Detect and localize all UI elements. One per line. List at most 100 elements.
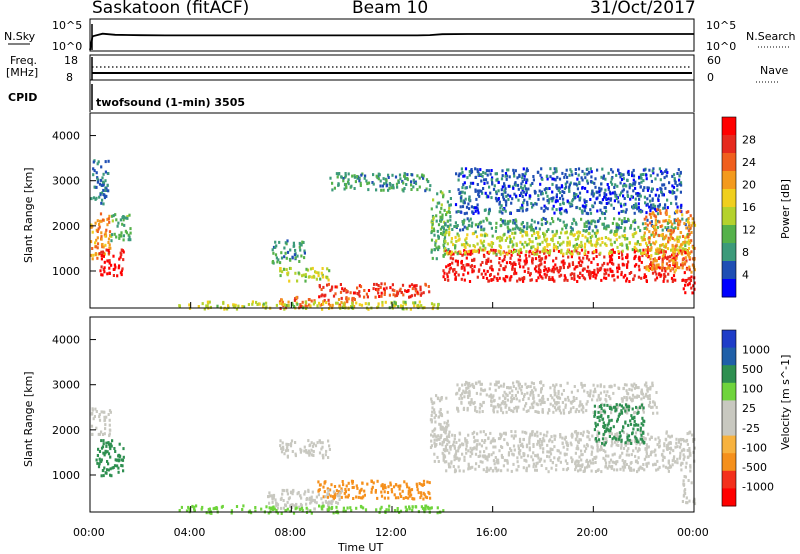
- scatter-cell: [449, 203, 452, 207]
- scatter-cell: [514, 430, 517, 434]
- scatter-cell: [511, 197, 514, 201]
- scatter-cell: [108, 259, 111, 263]
- colorbar-tick-label: 8: [742, 246, 749, 259]
- scatter-cell: [267, 495, 270, 499]
- scatter-cell: [459, 199, 463, 203]
- scatter-cell: [281, 488, 284, 492]
- scatter-cell: [555, 383, 558, 387]
- scatter-cell: [671, 249, 675, 253]
- scatter-cell: [495, 226, 498, 230]
- scatter-cell: [389, 483, 392, 487]
- scatter-cell: [634, 204, 637, 208]
- scatter-cell: [550, 269, 553, 273]
- scatter-cell: [530, 218, 534, 222]
- scatter-cell: [113, 263, 116, 267]
- scatter-cell: [568, 187, 571, 191]
- scatter-cell: [305, 506, 308, 510]
- scatter-cell: [535, 269, 538, 273]
- scatter-cell: [612, 262, 615, 266]
- scatter-cell: [105, 415, 108, 419]
- scatter-cell: [327, 439, 330, 443]
- scatter-cell: [574, 196, 577, 199]
- scatter-cell: [272, 245, 276, 249]
- scatter-cell: [573, 272, 576, 276]
- scatter-cell: [347, 178, 350, 182]
- scatter-cell: [568, 251, 572, 254]
- scatter-cell: [293, 298, 296, 302]
- scatter-cell: [444, 444, 447, 448]
- scatter-cell: [593, 387, 597, 391]
- scatter-cell: [431, 223, 434, 227]
- scatter-cell: [570, 434, 573, 438]
- scatter-cell: [457, 210, 460, 213]
- scatter-cell: [667, 236, 670, 240]
- scatter-cell: [561, 185, 564, 189]
- scatter-cell: [616, 468, 619, 472]
- scatter-cell: [539, 446, 542, 450]
- scatter-cell: [453, 458, 456, 462]
- scatter-cell: [495, 469, 498, 473]
- scatter-cell: [477, 225, 480, 229]
- scatter-cell: [612, 206, 615, 210]
- scatter-cell: [256, 303, 259, 306]
- scatter-cell: [338, 305, 341, 309]
- scatter-cell: [515, 409, 518, 413]
- scatter-cell: [578, 231, 582, 235]
- scatter-cell: [129, 231, 132, 235]
- scatter-cell: [427, 507, 430, 511]
- scatter-cell: [653, 225, 656, 229]
- scatter-cell: [632, 220, 635, 224]
- scatter-cell: [465, 386, 468, 390]
- scatter-cell: [627, 408, 630, 412]
- scatter-cell: [340, 495, 343, 499]
- scatter-cell: [551, 230, 554, 234]
- scatter-cell: [611, 182, 614, 186]
- scatter-cell: [538, 399, 541, 403]
- scatter-cell: [506, 386, 509, 389]
- header-date: 31/Oct/2017: [590, 0, 696, 18]
- scatter-cell: [538, 227, 541, 231]
- colorbar-tick-label: 4: [742, 269, 749, 282]
- scatter-cell: [458, 397, 461, 401]
- scatter-cell: [666, 247, 670, 251]
- scatter-cell: [668, 264, 671, 268]
- scatter-cell: [96, 177, 99, 181]
- scatter-cell: [598, 190, 601, 194]
- scatter-cell: [522, 245, 526, 249]
- scatter-cell: [604, 242, 607, 246]
- scatter-cell: [654, 177, 657, 181]
- scatter-cell: [327, 298, 330, 302]
- scatter-cell: [537, 236, 540, 240]
- scatter-cell: [454, 277, 457, 281]
- scatter-cell: [529, 406, 532, 410]
- scatter-cell: [661, 266, 664, 270]
- scatter-cell: [555, 184, 558, 188]
- scatter-cell: [534, 191, 537, 195]
- scatter-cell: [395, 483, 398, 487]
- scatter-cell: [642, 437, 645, 441]
- scatter-cell: [456, 260, 459, 264]
- scatter-cell: [458, 172, 461, 176]
- scatter-cell: [286, 273, 289, 277]
- scatter-cell: [587, 250, 590, 254]
- scatter-cell: [287, 497, 290, 501]
- scatter-cell: [678, 235, 681, 239]
- scatter-cell: [591, 251, 594, 255]
- scatter-cell: [649, 199, 652, 203]
- scatter-cell: [188, 507, 191, 511]
- scatter-cell: [388, 504, 391, 508]
- scatter-cell: [685, 210, 688, 214]
- scatter-cell: [469, 181, 473, 185]
- scatter-cell: [98, 195, 101, 199]
- scatter-cell: [643, 217, 646, 221]
- scatter-cell: [528, 196, 531, 200]
- scatter-cell: [549, 394, 552, 398]
- scatter-cell: [589, 211, 593, 215]
- scatter-cell: [503, 232, 506, 236]
- scatter-cell: [518, 277, 521, 281]
- scatter-cell: [648, 394, 651, 398]
- scatter-cell: [104, 427, 107, 431]
- scatter-cell: [486, 458, 489, 462]
- scatter-cell: [468, 170, 471, 173]
- scatter-cell: [655, 250, 658, 254]
